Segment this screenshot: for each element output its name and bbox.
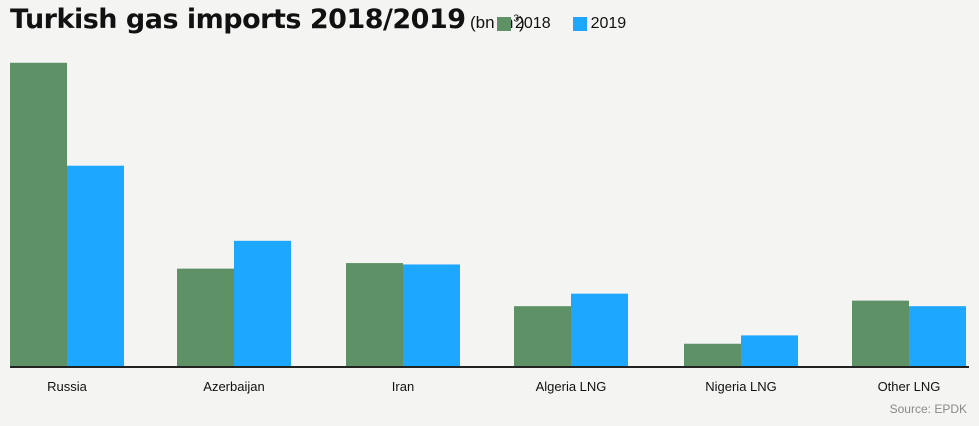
legend-label-2019: 2019 (590, 15, 627, 32)
legend-item-2018: 2018 (497, 15, 551, 33)
source-note: Source: EPDK (889, 402, 967, 416)
category-label-russia: Russia (47, 379, 88, 394)
bar-2018-other-lng (852, 300, 909, 366)
category-label-nigeria-lng: Nigeria LNG (705, 379, 777, 394)
title-unit-suffix: ) (519, 13, 525, 32)
bar-2018-iran (346, 263, 403, 366)
legend-swatch-2019 (572, 17, 587, 31)
bar-2018-azerbaijan (177, 268, 234, 366)
bar-2019-iran (403, 264, 460, 366)
legend-item-2019: 2019 (572, 15, 627, 33)
legend-label-2018: 2018 (515, 15, 551, 32)
bar-2019-algeria-lng (571, 293, 628, 366)
bar-2018-algeria-lng (514, 306, 571, 366)
category-label-algeria-lng: Algeria LNG (536, 379, 607, 394)
bar-2019-russia (67, 165, 124, 366)
bar-2018-russia (10, 62, 67, 366)
title-main: Turkish gas imports 2018/2019 (10, 4, 466, 35)
bar-2019-nigeria-lng (741, 335, 798, 366)
category-label-azerbaijan: Azerbaijan (203, 379, 264, 394)
category-label-iran: Iran (392, 379, 414, 394)
legend-swatch-2018 (497, 17, 511, 31)
bar-2019-azerbaijan (234, 240, 291, 366)
category-label-other-lng: Other LNG (878, 379, 941, 394)
bar-2019-other-lng (909, 306, 966, 366)
legend: 2018 2019 (497, 15, 626, 33)
title-unit-sup: 3 (513, 13, 520, 25)
bar-2018-nigeria-lng (684, 343, 741, 366)
